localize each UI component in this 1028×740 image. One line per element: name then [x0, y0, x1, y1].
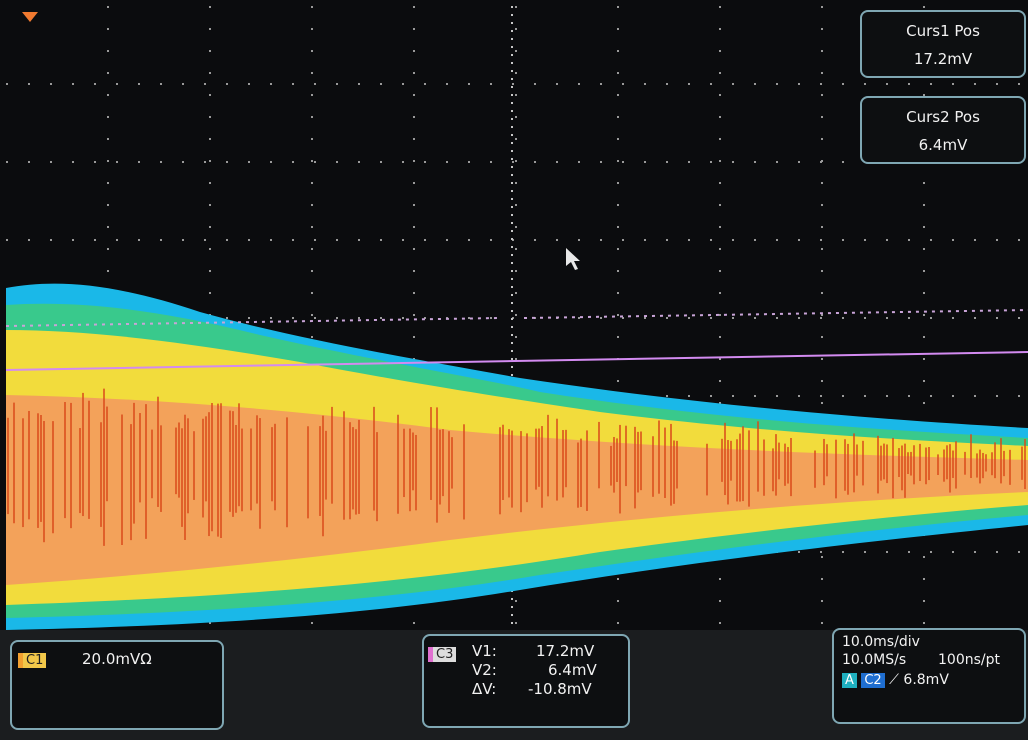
readout-label: Curs1 Pos: [862, 22, 1024, 40]
mouse-pointer: [566, 248, 580, 270]
channel-badge: C1: [18, 653, 46, 668]
trigger-source: C2: [861, 673, 884, 688]
cursor-readout: Curs2 Pos 6.4mV: [860, 96, 1026, 164]
row-value: 17.2mV: [536, 642, 594, 660]
channel-panel[interactable]: C1 20.0mVΩ: [10, 640, 224, 730]
row-value: -10.8mV: [528, 680, 592, 698]
readout-value: 17.2mV: [862, 50, 1024, 68]
timebase-panel[interactable]: 10.0ms/div 10.0MS/s 100ns/pt A C2 ⟋ 6.8m…: [832, 628, 1026, 724]
time-scale: 10.0ms/div: [842, 634, 920, 650]
trigger-level: 6.8mV: [903, 672, 948, 688]
cursor-badge: C3: [428, 647, 456, 662]
channel-scale: 20.0mVΩ: [82, 650, 152, 668]
sample-rate: 10.0MS/s: [842, 652, 906, 668]
waveform-display: [0, 0, 1028, 630]
row-label: V2:: [472, 661, 497, 679]
cursor-1: [524, 310, 1028, 318]
readout-label: Curs2 Pos: [862, 108, 1024, 126]
trigger-marker: [22, 12, 38, 22]
row-label: ΔV:: [472, 680, 496, 698]
readout-value: 6.4mV: [862, 136, 1024, 154]
cursor-readout: Curs1 Pos 17.2mV: [860, 10, 1026, 78]
row-value: 6.4mV: [548, 661, 597, 679]
resolution: 100ns/pt: [938, 652, 1000, 668]
cursor-panel[interactable]: C3 V1: 17.2mV V2: 6.4mV ΔV: -10.8mV: [422, 634, 630, 728]
oscilloscope-screen: Curs1 Pos 17.2mV Curs2 Pos 6.4mV C1 20.0…: [0, 0, 1028, 740]
row-label: V1:: [472, 642, 497, 660]
trigger-badge: A: [842, 673, 857, 688]
